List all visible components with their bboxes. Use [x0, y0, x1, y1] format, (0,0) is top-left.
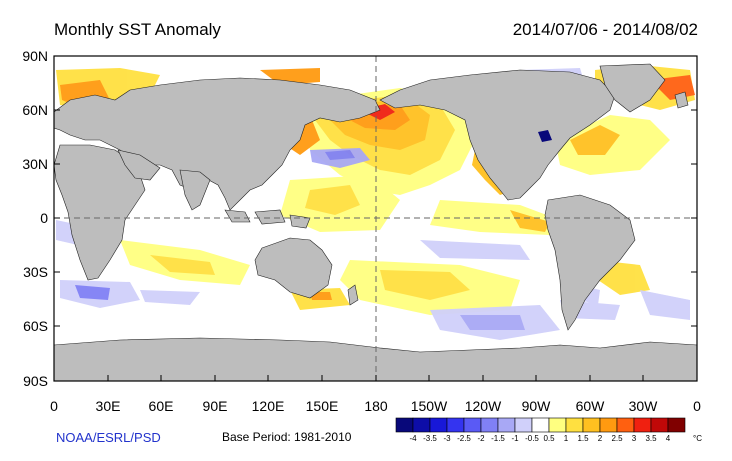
colorbar-tick-label: -1 [511, 434, 519, 443]
colorbar-tick-label: -3 [443, 434, 451, 443]
lon-label: 60W [576, 398, 606, 414]
colorbar-tick-label: 1 [564, 434, 569, 443]
lat-label: 0 [40, 210, 48, 226]
lon-label: 90W [522, 398, 552, 414]
lon-label: 0 [50, 398, 58, 414]
colorbar-tick-label: 2 [598, 434, 603, 443]
lat-label: 60S [23, 318, 48, 334]
colorbar-tick-label: 4 [666, 434, 671, 443]
colorbar-tick-label: -2 [477, 434, 485, 443]
lat-label: 90N [22, 48, 48, 64]
colorbar-tick-label: -3.5 [423, 434, 437, 443]
colorbar-swatch [412, 417, 431, 433]
lon-label: 180 [364, 398, 388, 414]
date-range: 2014/07/06 - 2014/08/02 [512, 20, 698, 39]
colorbar-swatch [548, 417, 567, 433]
lat-label: 30N [22, 156, 48, 172]
colorbar-swatch [463, 417, 482, 433]
lon-label: 150W [411, 398, 448, 414]
map-title: Monthly SST Anomaly [54, 20, 221, 39]
lon-label: 90E [203, 398, 228, 414]
colorbar-swatch [497, 417, 516, 433]
base-period-label: Base Period: 1981-2010 [222, 430, 352, 444]
colorbar-tick-label: 1.5 [577, 434, 589, 443]
colorbar-tick-label: -2.5 [457, 434, 471, 443]
colorbar-swatch [480, 417, 499, 433]
credit-label: NOAA/ESRL/PSD [56, 430, 161, 445]
colorbar-tick-label: -1.5 [491, 434, 505, 443]
colorbar-swatch [531, 417, 550, 433]
colorbar-swatch [667, 417, 686, 433]
lon-label: 120W [465, 398, 502, 414]
lon-label: 60E [149, 398, 174, 414]
colorbar-tick-label: 0.5 [543, 434, 555, 443]
colorbar-swatch [565, 417, 584, 433]
colorbar-tick-label: -0.5 [525, 434, 539, 443]
map-area [53, 55, 698, 382]
colorbar-swatch [633, 417, 652, 433]
lat-label: 60N [22, 102, 48, 118]
colorbar-tick-label: 2.5 [611, 434, 623, 443]
colorbar-tick-label: 3 [632, 434, 637, 443]
colorbar-swatch [446, 417, 465, 433]
colorbar-unit: °C [693, 434, 702, 443]
lon-label: 30E [96, 398, 121, 414]
lon-axis: 0 30E 60E 90E 120E 150E 180 150W 120W 90… [50, 375, 701, 414]
colorbar-swatch [599, 417, 618, 433]
lat-label: 90S [23, 373, 48, 389]
lon-label: 0 [693, 398, 701, 414]
lon-label: 120E [252, 398, 285, 414]
colorbar-swatch [514, 417, 533, 433]
colorbar-swatch [582, 417, 601, 433]
colorbar-swatch [616, 417, 635, 433]
land-masses [53, 63, 698, 382]
colorbar-swatch [395, 417, 414, 433]
lat-axis: 90N 60N 30N 0 30S 60S 90S [22, 48, 697, 389]
great-lakes [538, 130, 552, 142]
colorbar: -4 -3.5 -3 -2.5 -2 -1.5 -1 -0.5 0.5 1 1.5 2 2.5 3 3.5 4 [395, 417, 686, 443]
colorbar-swatch [650, 417, 669, 433]
lon-label: 30W [629, 398, 659, 414]
lon-label: 150E [306, 398, 339, 414]
colorbar-swatch [429, 417, 448, 433]
colorbar-tick-label: -4 [409, 434, 417, 443]
colorbar-tick-label: 3.5 [645, 434, 657, 443]
lat-label: 30S [23, 264, 48, 280]
